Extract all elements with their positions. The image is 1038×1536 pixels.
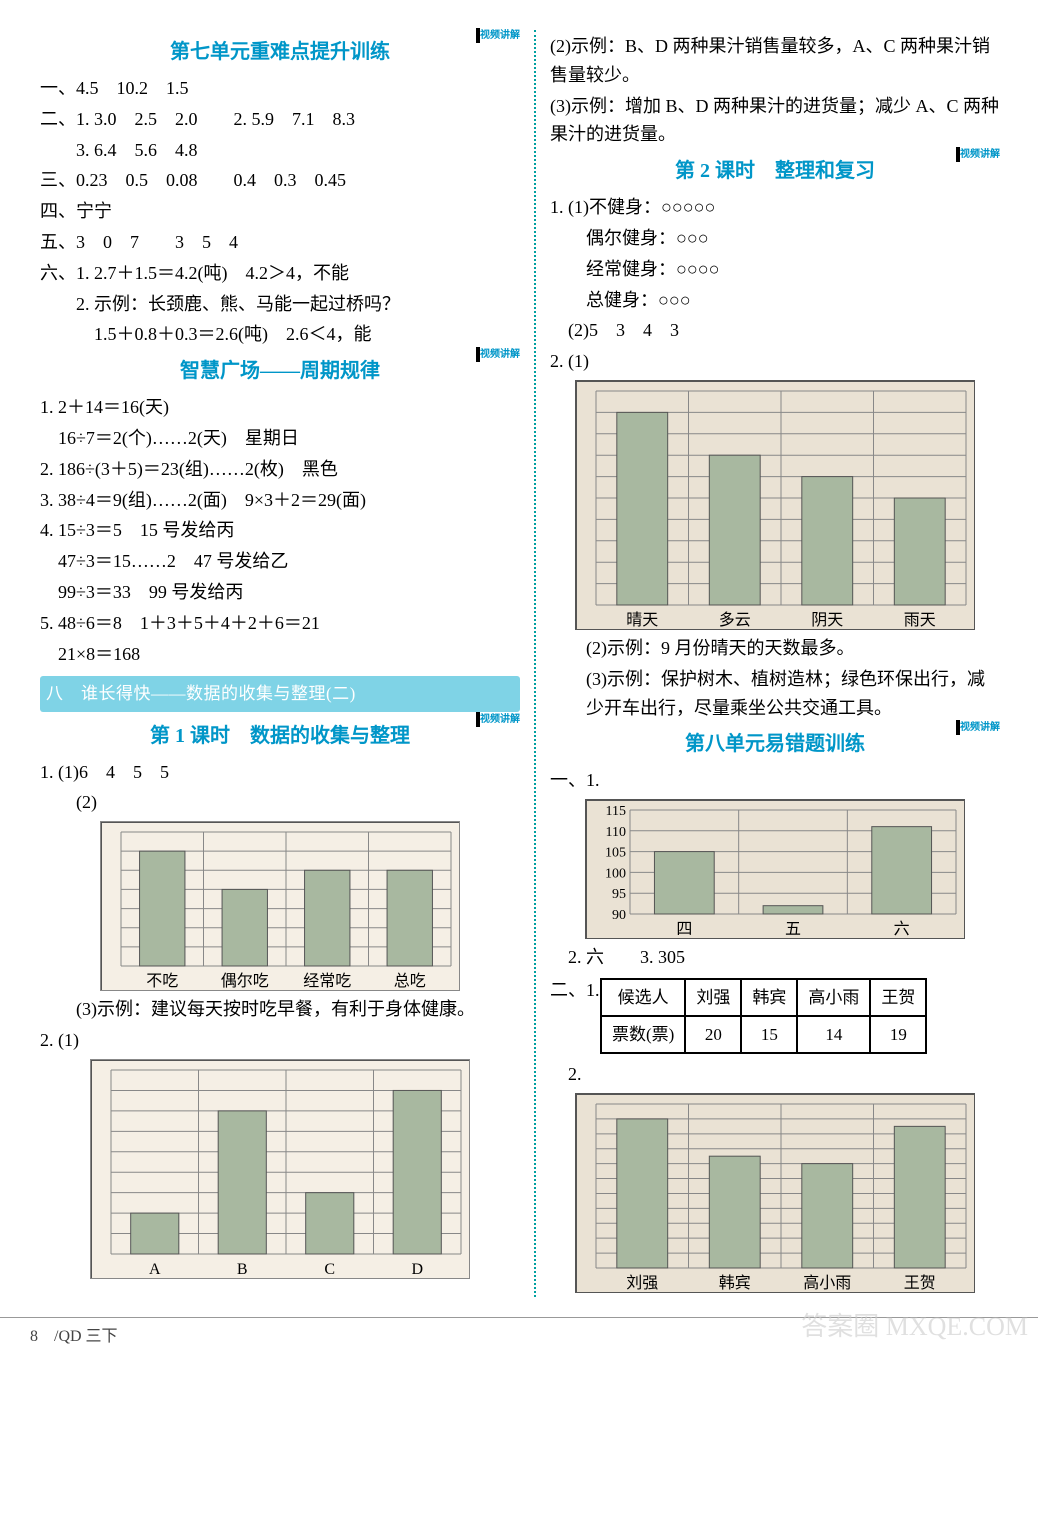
chart-weather: 晴天 多云 阴天 雨天 (575, 380, 975, 630)
text-line: (3)示例：建议每天按时吃早餐，有利于身体健康。 (40, 995, 520, 1024)
svg-text:四: 四 (676, 921, 692, 938)
text-line: 1.5＋0.8＋0.3＝2.6(吨) 2.6＜4，能 (40, 320, 520, 349)
left-column: 第七单元重难点提升训练 视频讲解 一、4.5 10.2 1.5 二、1. 3.0… (30, 30, 530, 1297)
text-line: (2) (40, 788, 520, 817)
text-line: 二、1. (550, 976, 600, 1005)
text-line: 总健身：○○○ (550, 286, 1000, 315)
text-line: 偶尔健身：○○○ (550, 224, 1000, 253)
chart-456: 90 95 100 105 110 115 四 五 六 (585, 799, 965, 939)
svg-text:B: B (237, 1261, 248, 1278)
text-line: 一、1. (550, 766, 1000, 795)
svg-text:阴天: 阴天 (811, 611, 843, 629)
text-line: 六、1. 2.7＋1.5＝4.2(吨) 4.2＞4，不能 (40, 259, 520, 288)
unit7-title: 第七单元重难点提升训练 视频讲解 (40, 36, 520, 68)
svg-text:雨天: 雨天 (904, 612, 936, 629)
text-line: 三、0.23 0.5 0.08 0.4 0.3 0.45 (40, 166, 520, 195)
qr-caption: 视频讲解 (960, 722, 1000, 733)
svg-text:王贺: 王贺 (904, 1274, 936, 1292)
chart-eating: 不吃 偶尔吃 经常吃 总吃 (100, 821, 460, 991)
text-line: 二、1. 3.0 2.5 2.0 2. 5.9 7.1 8.3 (40, 105, 520, 134)
svg-text:不吃: 不吃 (146, 972, 178, 990)
text-line: (3)示例：保护树木、植树造林；绿色环保出行，减少开车出行，尽量乘坐公共交通工具… (550, 665, 1000, 723)
section-band: 八 谁长得快——数据的收集与整理(二) (40, 676, 520, 711)
text-line: 1. (1)不健身：○○○○○ (550, 193, 1000, 222)
zhihui-title-text: 智慧广场——周期规律 (180, 360, 380, 382)
text-line: 2. 六 3. 305 (550, 943, 1000, 972)
unit8err-title: 第八单元易错题训练 视频讲解 (550, 728, 1000, 760)
text-line: 99÷3＝33 99 号发给丙 (40, 578, 520, 607)
lesson2-title: 第 2 课时 整理和复习 视频讲解 (550, 155, 1000, 187)
column-divider (534, 30, 536, 1297)
text-line: 16÷7＝2(个)……2(天) 星期日 (40, 424, 520, 453)
text-line: 1. (1)6 4 5 5 (40, 758, 520, 787)
svg-text:高小雨: 高小雨 (803, 1274, 851, 1292)
text-line: 一、4.5 10.2 1.5 (40, 74, 520, 103)
text-line: 2. (1) (40, 1026, 520, 1055)
qr-icon: 视频讲解 (472, 30, 524, 41)
svg-text:多云: 多云 (719, 611, 751, 629)
text-line: (2)示例：9 月份晴天的天数最多。 (550, 634, 1000, 663)
svg-text:六: 六 (894, 920, 910, 938)
text-line: 五、3 0 7 3 5 4 (40, 228, 520, 257)
vote-table: 候选人刘强韩宾高小雨王贺 票数(票)20151419 (600, 978, 927, 1054)
text-line: 2. 186÷(3＋5)＝23(组)……2(枚) 黑色 (40, 455, 520, 484)
text-line: 3. 6.4 5.6 4.8 (40, 136, 520, 165)
svg-text:D: D (411, 1261, 423, 1278)
text-line: 四、宁宁 (40, 197, 520, 226)
qr-caption: 视频讲解 (480, 349, 520, 360)
svg-text:115: 115 (606, 804, 626, 819)
qr-caption: 视频讲解 (480, 714, 520, 725)
text-line: (2)5 3 4 3 (550, 316, 1000, 345)
text-line: 5. 48÷6＝8 1＋3＋5＋4＋2＋6＝21 (40, 609, 520, 638)
text-line: 2. (550, 1060, 1000, 1089)
text-line: (2)示例：B、D 两种果汁销售量较多，A、C 两种果汁销售量较少。 (550, 32, 1000, 90)
svg-text:95: 95 (612, 887, 626, 902)
chart-vote: 刘强 韩宾 高小雨 王贺 (575, 1093, 975, 1293)
page-footer: 8 /QD 三下 (0, 1317, 1038, 1360)
zhihui-title: 智慧广场——周期规律 视频讲解 (40, 355, 520, 387)
svg-text:100: 100 (605, 867, 626, 882)
chart-abcd: A B C D (90, 1059, 470, 1279)
text-line: 21×8＝168 (40, 640, 520, 669)
text-line: 1. 2＋14＝16(天) (40, 393, 520, 422)
svg-text:C: C (324, 1261, 335, 1278)
unit8err-title-text: 第八单元易错题训练 (685, 733, 865, 755)
lesson1-title-text: 第 1 课时 数据的收集与整理 (150, 725, 410, 747)
svg-text:105: 105 (605, 846, 626, 861)
right-column: (2)示例：B、D 两种果汁销售量较多，A、C 两种果汁销售量较少。 (3)示例… (540, 30, 1010, 1297)
lesson2-title-text: 第 2 课时 整理和复习 (675, 160, 875, 182)
qr-caption: 视频讲解 (480, 30, 520, 41)
svg-text:90: 90 (612, 908, 626, 923)
text-line: 4. 15÷3＝5 15 号发给丙 (40, 516, 520, 545)
svg-text:A: A (149, 1261, 161, 1278)
text-line: 3. 38÷4＝9(组)……2(面) 9×3＋2＝29(面) (40, 486, 520, 515)
qr-icon: 视频讲解 (952, 149, 1004, 160)
text-line: 经常健身：○○○○ (550, 255, 1000, 284)
svg-text:110: 110 (606, 825, 626, 840)
text-line: 47÷3＝15……2 47 号发给乙 (40, 547, 520, 576)
svg-text:偶尔吃: 偶尔吃 (221, 972, 269, 990)
text-line: 2. (1) (550, 347, 1000, 376)
qr-icon: 视频讲解 (952, 722, 1004, 733)
text-line: 2. 示例：长颈鹿、熊、马能一起过桥吗？ (40, 290, 520, 319)
unit7-title-text: 第七单元重难点提升训练 (170, 41, 390, 63)
text-line: (3)示例：增加 B、D 两种果汁的进货量；减少 A、C 两种果汁的进货量。 (550, 92, 1000, 150)
svg-text:总吃: 总吃 (394, 972, 426, 990)
qr-icon: 视频讲解 (472, 349, 524, 360)
qr-caption: 视频讲解 (960, 149, 1000, 160)
svg-text:刘强: 刘强 (626, 1274, 658, 1292)
qr-icon: 视频讲解 (472, 714, 524, 725)
lesson1-title: 第 1 课时 数据的收集与整理 视频讲解 (40, 720, 520, 752)
svg-text:韩宾: 韩宾 (719, 1274, 751, 1292)
svg-text:经常吃: 经常吃 (303, 972, 351, 990)
svg-text:五: 五 (785, 921, 801, 938)
svg-text:晴天: 晴天 (626, 611, 658, 629)
